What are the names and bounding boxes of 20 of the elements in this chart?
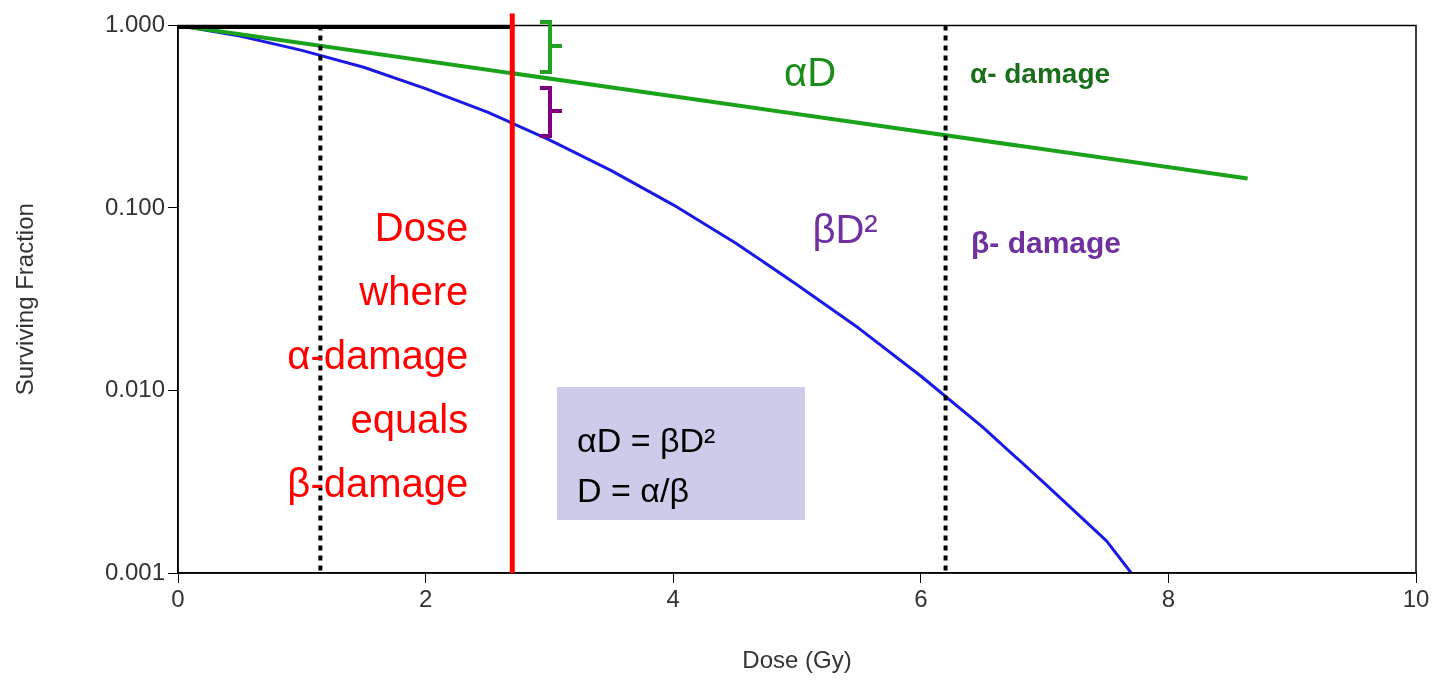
x-tick-label: 4: [666, 585, 680, 613]
x-tick-label: 6: [914, 585, 928, 613]
y-tick-label: 0.010: [104, 375, 165, 403]
annotation: αD: [783, 50, 837, 95]
annotation: β- damage: [970, 226, 1122, 260]
y-axis-title: Surviving Fraction: [11, 203, 39, 396]
x-tick-label: 2: [418, 585, 433, 613]
annotation: α- damage: [969, 57, 1111, 89]
annotation: βD²: [812, 207, 878, 252]
y-tick-label: 0.100: [104, 192, 165, 220]
y-tick-label: 0.001: [104, 557, 165, 585]
annotation: αD = βD²: [577, 420, 717, 461]
ref-line-label: Dose where α-damage equals β-damage: [287, 205, 469, 506]
annotation: D = α/β: [577, 470, 690, 511]
text-box: αD = βD² D = α/β: [557, 387, 805, 520]
x-tick-label: 0: [171, 585, 185, 613]
x-tick-label: 10: [1402, 585, 1430, 613]
x-axis-title: Dose (Gy): [742, 646, 852, 674]
x-tick-label: 8: [1161, 585, 1176, 613]
y-tick-label: 1.000: [104, 10, 165, 38]
